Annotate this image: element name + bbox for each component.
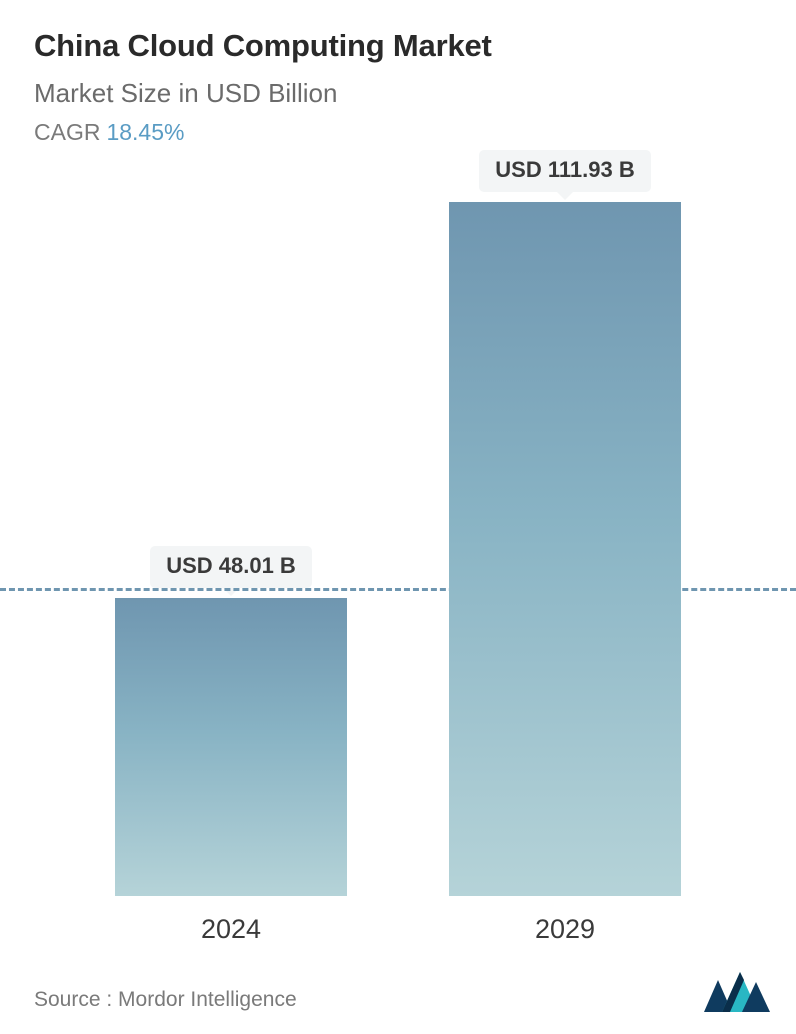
bar <box>115 598 347 896</box>
bar-group-2029: USD 111.93 B <box>435 150 695 896</box>
bar <box>449 202 681 896</box>
chart-subtitle: Market Size in USD Billion <box>34 78 762 109</box>
bar-chart: USD 48.01 B USD 111.93 B <box>34 156 762 896</box>
brand-logo-icon <box>704 972 772 1012</box>
bars-container: USD 48.01 B USD 111.93 B <box>34 156 762 896</box>
cagr-value: 18.45% <box>106 119 184 145</box>
bar-group-2024: USD 48.01 B <box>101 546 361 896</box>
chart-footer: Source : Mordor Intelligence <box>34 972 772 1012</box>
chart-title: China Cloud Computing Market <box>34 28 762 64</box>
value-badge: USD 48.01 B <box>150 546 312 588</box>
x-label: 2024 <box>101 914 361 945</box>
value-badge: USD 111.93 B <box>479 150 650 192</box>
x-axis-labels: 2024 2029 <box>34 914 762 945</box>
cagr-line: CAGR18.45% <box>34 119 762 146</box>
cagr-label: CAGR <box>34 119 100 145</box>
x-label: 2029 <box>435 914 695 945</box>
source-text: Source : Mordor Intelligence <box>34 988 297 1012</box>
